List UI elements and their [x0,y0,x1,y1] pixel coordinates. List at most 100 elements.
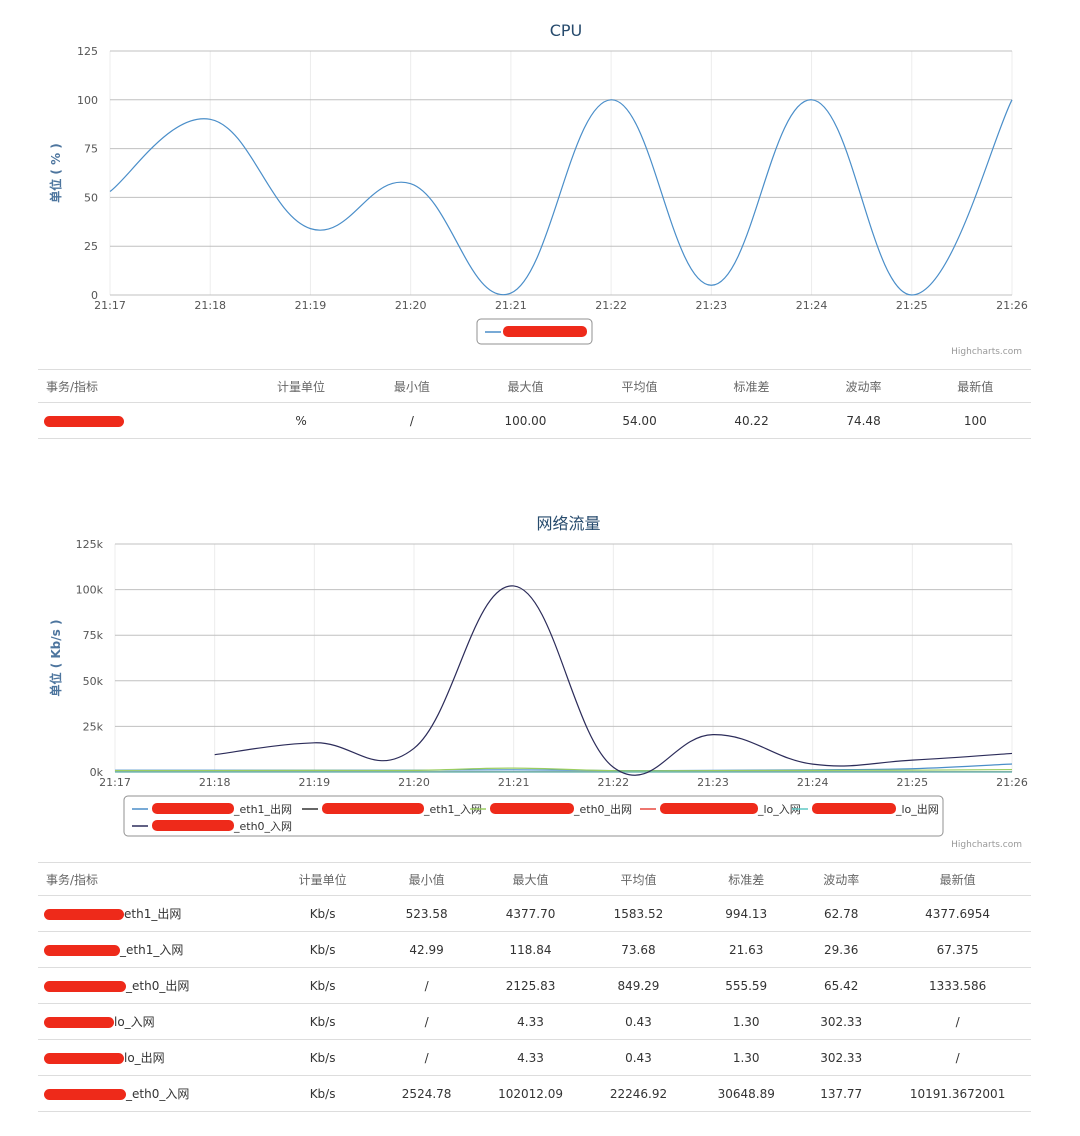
net-cell-last: 4377.6954 [884,895,1031,932]
cpu-col-header[interactable]: 波动率 [807,369,920,403]
net-cell-std: 1.30 [694,1039,799,1076]
redaction-mark [44,415,124,427]
net-col-header[interactable]: 最大值 [478,862,583,896]
net-legend-item[interactable]: _eth1_出网 [132,802,292,816]
cpu-chart-svg: CPU 0 25 50 75 100 125 21:17 21:18 21:19 21:20 21:2… [48,21,1028,345]
cpu-cell-last: 100 [919,402,1031,439]
net-cell-std: 1.30 [694,1003,799,1040]
cpu-chart: CPU 0 25 50 75 100 125 21:17 21:18 21:19 21:20 21:2… [0,0,1080,365]
net-series-line-2[interactable] [114,767,1013,772]
net-legend-redaction [812,803,896,814]
cpu-y-tick-label: 75 [84,143,98,156]
network-chart: 网络流量 0k 25k 50k 75k 100k 125k 21:17 21:18 21:19 21… [0,500,1080,860]
net-cell-vol: 302.33 [798,1003,885,1040]
table-row[interactable]: _eth1_入网 Kb/s 42.99 118.84 73.68 21.63 29.36 67… [38,931,1031,968]
cpu-x-tick-label: 21:19 [295,299,327,312]
net-name-cell: _eth0_入网 [38,1075,271,1112]
net-cell-max: 4377.70 [478,895,583,932]
net-col-header[interactable]: 标准差 [694,862,799,896]
net-y-tick-label: 50k [83,675,104,688]
net-cell-unit: Kb/s [270,895,375,932]
net-cell-min: 42.99 [374,931,479,968]
net-cell-vol: 62.78 [798,895,885,932]
network-chart-credit[interactable]: Highcharts.com [951,840,1022,850]
cpu-cell-max: 100.00 [467,402,584,439]
net-legend-item[interactable]: _lo_入网 [640,803,801,816]
net-cell-unit: Kb/s [270,1039,375,1076]
net-cell-unit: Kb/s [270,931,375,968]
net-y-tick-label: 100k [76,584,104,597]
cpu-col-header[interactable]: 平均值 [583,369,696,403]
net-name-suffix: lo_入网 [114,1015,155,1029]
net-cell-min: / [374,967,479,1004]
net-cell-avg: 73.68 [582,931,695,968]
net-x-tick-label: 21:22 [597,776,629,789]
net-col-header[interactable]: 事务/指标 [38,862,271,896]
net-legend-redaction [660,803,758,814]
table-row[interactable]: lo_出网 Kb/s/4.33 0.43 1.30 302.33/ [38,1039,1031,1076]
redaction-mark [44,1089,126,1100]
cpu-y-axis-label: 单位 ( % ) [48,143,63,203]
net-cell-last: / [884,1003,1031,1040]
net-x-tick-label: 21:24 [797,776,829,789]
redaction-mark [44,909,124,920]
cpu-col-header[interactable]: 最小值 [356,369,468,403]
net-name-suffix: eth1_出网 [124,907,182,921]
net-col-header[interactable]: 计量单位 [270,862,375,896]
net-y-tick-label: 125k [76,538,104,551]
cpu-col-header[interactable]: 事务/指标 [38,369,246,403]
table-row[interactable]: %/100.00 54.00 40.22 74.48 100 [38,402,1031,439]
net-name-cell: lo_入网 [38,1003,271,1040]
net-legend-item[interactable]: _eth0_出网 [470,802,632,816]
net-name-suffix: _eth0_入网 [126,1087,190,1101]
net-x-tick-label: 21:18 [199,776,231,789]
net-name-cell: _eth1_入网 [38,931,271,968]
net-y-axis-label: 单位 ( Kb/s ) [48,620,63,697]
net-col-header[interactable]: 最新值 [884,862,1031,896]
cpu-x-tick-label: 21:23 [695,299,727,312]
table-row[interactable]: eth1_出网 Kb/s 523.58 4377.70 1583.52 994.13 62.… [38,895,1031,932]
net-x-tick-label: 21:26 [996,776,1028,789]
net-cell-vol: 29.36 [798,931,885,968]
cpu-series-line-0[interactable] [109,99,1013,296]
net-legend-item[interactable]: _eth0_入网 [132,820,292,833]
net-cell-last: 1333.586 [884,967,1031,1004]
net-legend-label: _eth1_入网 [423,803,482,816]
net-legend-item[interactable]: _lo_出网 [792,802,939,816]
net-series-line-5[interactable] [214,585,1013,776]
net-col-header[interactable]: 最小值 [374,862,479,896]
cpu-x-tick-label: 21:21 [495,299,527,312]
net-cell-vol: 65.42 [798,967,885,1004]
cpu-name-cell [38,402,246,439]
cpu-chart-title: CPU [550,21,583,40]
cpu-y-tick-label: 125 [77,45,98,58]
cpu-cell-avg: 54.00 [583,402,696,439]
net-cell-std: 30648.89 [694,1075,799,1112]
net-cell-unit: Kb/s [270,967,375,1004]
net-legend-redaction [490,803,574,814]
table-row[interactable]: _eth0_入网 Kb/s 2524.78 102012.09 22246.92 3064… [38,1075,1031,1112]
net-cell-min: / [374,1039,479,1076]
net-col-header[interactable]: 波动率 [798,862,885,896]
table-row[interactable]: lo_入网 Kb/s/4.33 0.43 1.30 302.33/ [38,1003,1031,1040]
net-legend-label: _eth0_出网 [573,802,632,816]
net-col-header[interactable]: 平均值 [582,862,695,896]
cpu-col-header[interactable]: 标准差 [695,369,808,403]
cpu-col-header[interactable]: 计量单位 [245,369,357,403]
net-cell-min: / [374,1003,479,1040]
net-legend-redaction [152,820,234,831]
net-legend-item[interactable]: _eth1_入网 [302,803,482,816]
cpu-col-header[interactable]: 最大值 [467,369,584,403]
table-row[interactable]: _eth0_出网 Kb/s/2125.83 849.29 555.59 65.42 133… [38,967,1031,1004]
cpu-y-tick-label: 50 [84,191,98,204]
cpu-y-tick-label: 0 [91,289,98,302]
net-cell-std: 21.63 [694,931,799,968]
net-cell-avg: 849.29 [582,967,695,1004]
net-cell-avg: 0.43 [582,1003,695,1040]
cpu-col-header[interactable]: 最新值 [919,369,1031,403]
net-x-tick-label: 21:21 [498,776,530,789]
net-cell-avg: 22246.92 [582,1075,695,1112]
cpu-x-tick-label: 21:18 [194,299,226,312]
cpu-chart-credit[interactable]: Highcharts.com [951,347,1022,357]
table-header-row: 事务/指标 计量单位 最小值 最大值 平均值 标准差 波动率 最新值 [38,862,1031,896]
